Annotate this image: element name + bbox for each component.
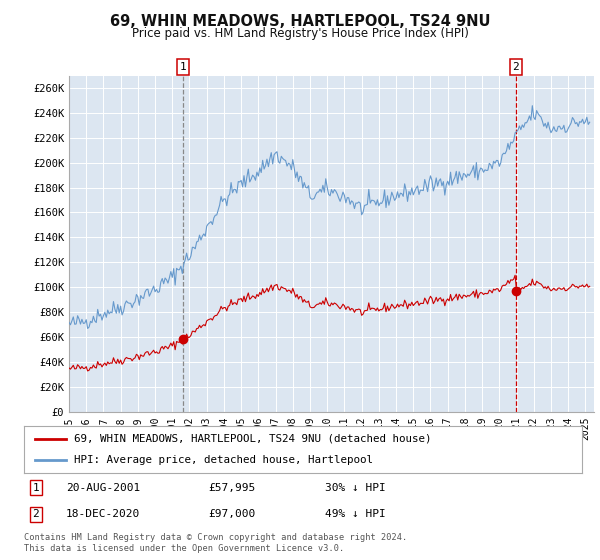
Text: 20-AUG-2001: 20-AUG-2001: [66, 483, 140, 493]
Text: 2: 2: [32, 509, 39, 519]
Text: HPI: Average price, detached house, Hartlepool: HPI: Average price, detached house, Hart…: [74, 455, 373, 465]
Text: Contains HM Land Registry data © Crown copyright and database right 2024.
This d: Contains HM Land Registry data © Crown c…: [24, 533, 407, 553]
Text: £57,995: £57,995: [208, 483, 256, 493]
Text: Price paid vs. HM Land Registry's House Price Index (HPI): Price paid vs. HM Land Registry's House …: [131, 27, 469, 40]
Text: 1: 1: [32, 483, 39, 493]
Text: 69, WHIN MEADOWS, HARTLEPOOL, TS24 9NU: 69, WHIN MEADOWS, HARTLEPOOL, TS24 9NU: [110, 14, 490, 29]
Text: 1: 1: [180, 62, 187, 72]
Text: £97,000: £97,000: [208, 509, 256, 519]
Text: 69, WHIN MEADOWS, HARTLEPOOL, TS24 9NU (detached house): 69, WHIN MEADOWS, HARTLEPOOL, TS24 9NU (…: [74, 434, 432, 444]
Text: 49% ↓ HPI: 49% ↓ HPI: [325, 509, 386, 519]
Text: 30% ↓ HPI: 30% ↓ HPI: [325, 483, 386, 493]
Text: 2: 2: [512, 62, 519, 72]
Text: 18-DEC-2020: 18-DEC-2020: [66, 509, 140, 519]
